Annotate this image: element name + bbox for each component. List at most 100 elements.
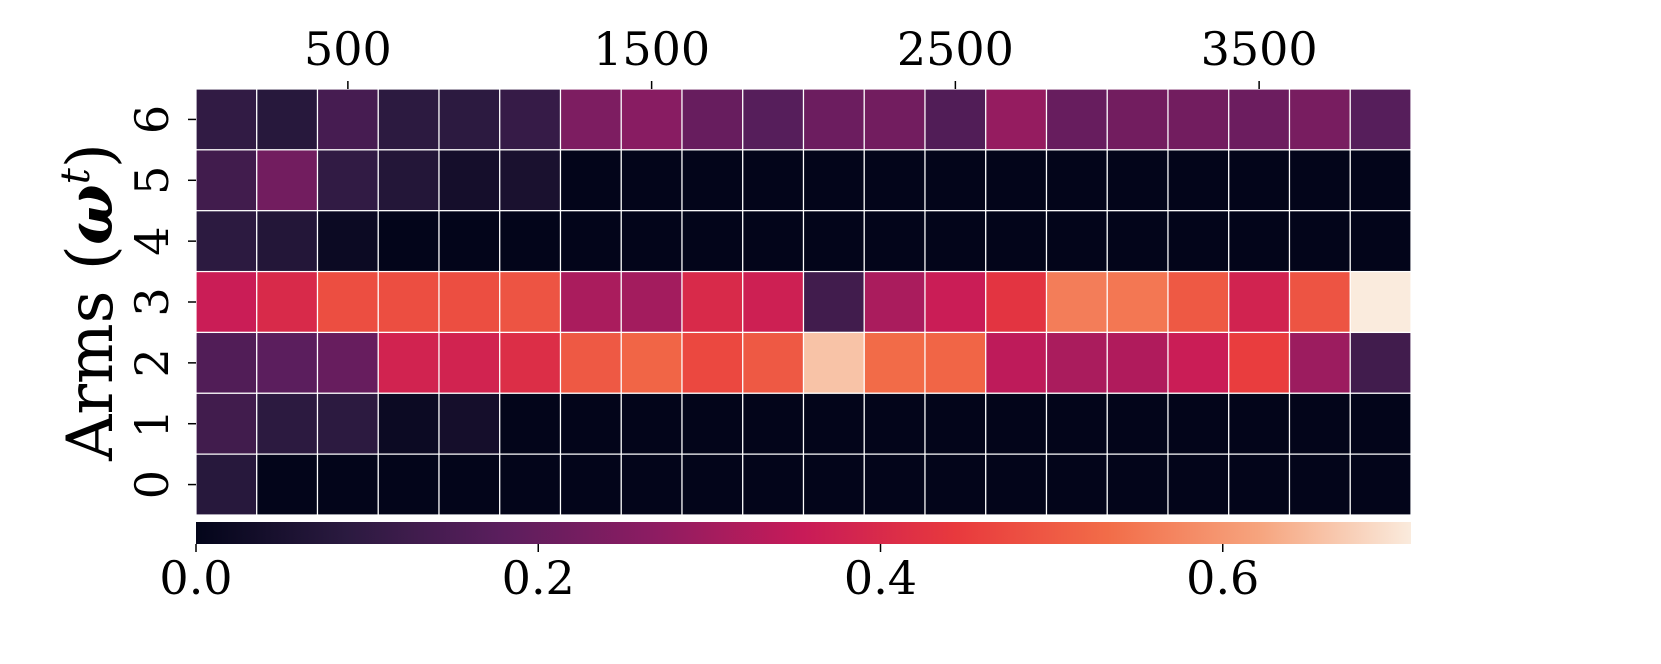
heatmap-cell [195, 149, 258, 212]
heatmap-cell [1228, 453, 1291, 516]
heatmap-cell [559, 453, 622, 516]
heatmap-cell [1106, 149, 1169, 212]
heatmap-cell [499, 149, 562, 212]
heatmap-cell [559, 270, 622, 334]
y-tick-label: 4 [125, 227, 179, 256]
heatmap-cell [499, 331, 562, 394]
heatmap-cell [438, 149, 501, 212]
heatmap-cell [1288, 210, 1351, 273]
heatmap-cell [316, 210, 379, 273]
heatmap-cell [1288, 149, 1351, 212]
heatmap-cell [316, 331, 379, 394]
colorbar-tick-label: 0.6 [1186, 551, 1259, 605]
heatmap-cell [1228, 331, 1291, 394]
heatmap-cell [1045, 88, 1108, 151]
heatmap-cell [377, 149, 440, 212]
heatmap-cell [1106, 331, 1169, 394]
heatmap-cell [620, 453, 683, 516]
heatmap-cell [1349, 210, 1412, 273]
heatmap-cell [1167, 88, 1230, 151]
heatmap-cell [802, 270, 865, 334]
heatmap-cell [1106, 210, 1169, 273]
colorbar-gradient [196, 522, 1411, 544]
heatmap-cell [499, 453, 562, 516]
heatmap-cell [1045, 453, 1108, 516]
y-tick-label: 0 [125, 470, 179, 499]
heatmap-cell [499, 392, 562, 455]
colorbar-tick-label: 0.0 [159, 551, 232, 605]
y-axis-label-prefix: Arms ( [54, 245, 128, 462]
heatmap-cell [256, 149, 319, 212]
heatmap-cell [1167, 331, 1230, 394]
heatmap-cell [924, 149, 987, 212]
heatmap-cell [438, 88, 501, 151]
heatmap-cell [802, 453, 865, 516]
heatmap-cell [499, 210, 562, 273]
heatmap-cell [377, 331, 440, 394]
heatmap-cell [924, 210, 987, 273]
heatmap-cell [620, 392, 683, 455]
heatmap-cell [1228, 210, 1291, 273]
y-tick-label: 2 [125, 348, 179, 377]
colorbar-tick-label: 0.4 [844, 551, 917, 605]
heatmap-cell [316, 392, 379, 455]
heatmap-cell [377, 270, 440, 334]
heatmap-cell [1228, 88, 1291, 151]
heatmap-cell [681, 210, 744, 273]
heatmap-cell [1288, 453, 1351, 516]
colorbar-ticks: 0.0 0.2 0.4 0.6 [159, 544, 1259, 605]
heatmap-cell [742, 392, 805, 455]
heatmap-cell [924, 270, 987, 334]
heatmap-cell [742, 149, 805, 212]
heatmap-cell [742, 453, 805, 516]
heatmap-cell [924, 331, 987, 394]
heatmap-cell [620, 270, 683, 334]
heatmap-cell [924, 88, 987, 151]
heatmap-cell [985, 392, 1048, 455]
heatmap-cell [438, 270, 501, 334]
heatmap-cell [742, 88, 805, 151]
y-tick-label: 5 [125, 166, 179, 195]
heatmap-cell [1288, 88, 1351, 151]
heatmap-cell [316, 270, 379, 334]
heatmap-cell [195, 270, 258, 334]
heatmap-cell [681, 331, 744, 394]
heatmap-cell [681, 392, 744, 455]
heatmap-cell [924, 453, 987, 516]
heatmap-cell [1167, 453, 1230, 516]
heatmap-cell [256, 453, 319, 516]
heatmap-cell [1106, 392, 1169, 455]
heatmap-cell [1288, 331, 1351, 394]
heatmap-cell [681, 88, 744, 151]
heatmap-cell [559, 392, 622, 455]
heatmap-cell [742, 210, 805, 273]
heatmap-cell [1228, 149, 1291, 212]
heatmap-cell [985, 331, 1048, 394]
heatmap-cell [1349, 392, 1412, 455]
colorbar-tick-label: 0.2 [502, 551, 575, 605]
y-tick-label: 6 [125, 105, 179, 134]
x-axis-top: 500 1500 2500 3500 [304, 22, 1318, 89]
heatmap-cell [863, 270, 926, 334]
y-tick-label: 3 [125, 287, 179, 316]
heatmap-cell [1167, 392, 1230, 455]
heatmap-cell [620, 210, 683, 273]
heatmap-cell [681, 270, 744, 334]
heatmap-cell [802, 88, 865, 151]
heatmap-cell [802, 149, 865, 212]
heatmap-cell [742, 331, 805, 394]
heatmap-cell [1106, 88, 1169, 151]
heatmap-cell [316, 88, 379, 151]
heatmap-cell [195, 88, 258, 151]
heatmap-cell [742, 270, 805, 334]
heatmap-cell [863, 210, 926, 273]
y-axis-label-superscript: t [53, 167, 99, 184]
heatmap-cell [1106, 453, 1169, 516]
heatmap-cell [620, 331, 683, 394]
heatmap-cell [1167, 210, 1230, 273]
heatmap-cell [681, 149, 744, 212]
heatmap-cell [1349, 149, 1412, 212]
y-axis: 6 5 4 3 2 1 0 [125, 105, 196, 499]
heatmap-cell [1045, 331, 1108, 394]
heatmap-cell [863, 88, 926, 151]
